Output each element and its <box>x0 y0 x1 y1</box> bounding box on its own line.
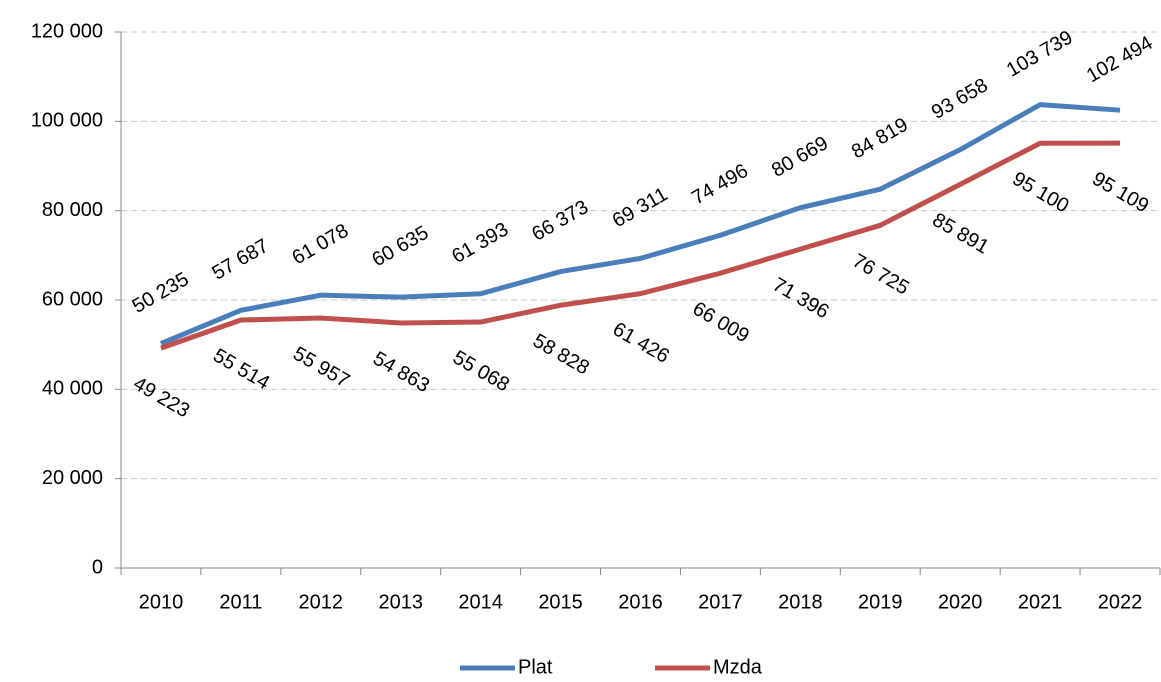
y-tick-label: 0 <box>92 556 103 578</box>
data-label: 95 100 <box>1008 168 1072 218</box>
x-tick-label: 2013 <box>378 591 423 613</box>
y-tick-label: 60 000 <box>42 288 103 310</box>
data-label: 61 426 <box>609 318 673 368</box>
data-label: 60 635 <box>368 222 432 272</box>
x-tick-label: 2021 <box>1018 591 1063 613</box>
y-tick-label: 100 000 <box>31 110 103 132</box>
data-label: 55 957 <box>289 343 353 393</box>
x-tick-label: 2020 <box>938 591 983 613</box>
x-tick-label: 2018 <box>778 591 823 613</box>
x-tick-label: 2022 <box>1098 591 1143 613</box>
y-tick-label: 120 000 <box>31 20 103 42</box>
data-label: 66 009 <box>689 298 753 348</box>
data-label: 103 739 <box>1003 26 1077 81</box>
data-label: 58 828 <box>529 330 593 380</box>
series-line <box>160 140 1121 351</box>
data-label: 57 687 <box>209 235 273 285</box>
x-tick-label: 2017 <box>698 591 743 613</box>
series-line <box>160 102 1121 346</box>
y-tick-label: 80 000 <box>42 199 103 221</box>
data-label: 84 819 <box>848 114 912 164</box>
data-label: 102 494 <box>1083 32 1157 87</box>
data-label: 71 396 <box>769 274 833 324</box>
data-label: 66 373 <box>528 196 592 246</box>
data-label: 85 891 <box>929 209 993 259</box>
data-label: 95 109 <box>1088 168 1152 218</box>
data-label: 76 725 <box>849 250 913 300</box>
legend-label: Mzda <box>713 656 763 678</box>
data-label: 61 078 <box>288 220 352 270</box>
x-tick-label: 2012 <box>299 591 344 613</box>
x-tick-label: 2015 <box>538 591 583 613</box>
x-tick-label: 2010 <box>139 591 184 613</box>
data-label: 55 068 <box>449 347 513 397</box>
y-tick-label: 40 000 <box>42 378 103 400</box>
x-tick-label: 2019 <box>858 591 903 613</box>
x-tick-label: 2014 <box>458 591 503 613</box>
data-label: 50 235 <box>129 268 193 318</box>
data-label: 55 514 <box>209 345 273 395</box>
data-label: 93 658 <box>928 74 992 124</box>
data-label: 80 669 <box>768 132 832 182</box>
y-tick-label: 20 000 <box>42 467 103 489</box>
data-label: 49 223 <box>129 373 193 423</box>
x-tick-label: 2016 <box>618 591 663 613</box>
data-label: 74 496 <box>688 160 752 210</box>
x-tick-label: 2011 <box>219 591 262 613</box>
data-label: 61 393 <box>448 218 512 268</box>
legend-label: Plat <box>518 656 553 678</box>
data-label: 69 311 <box>609 183 672 232</box>
